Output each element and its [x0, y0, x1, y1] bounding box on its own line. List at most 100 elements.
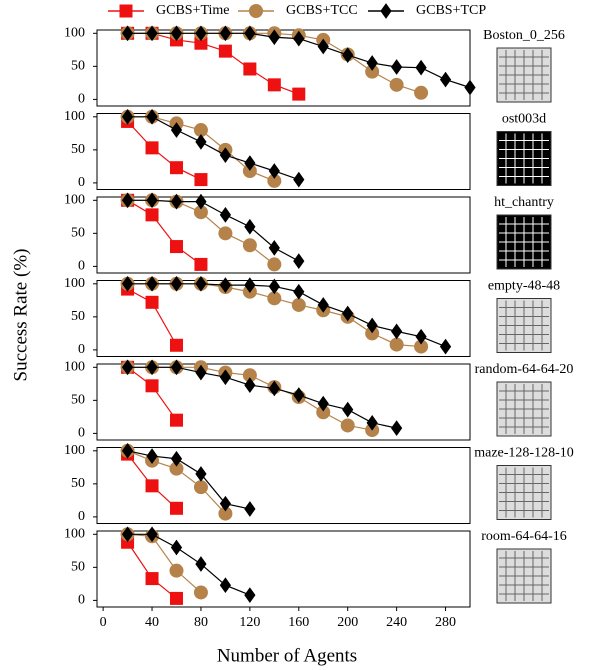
legend-label: GCBS+TCP [416, 3, 486, 18]
legend-label: GCBS+Time [156, 3, 230, 18]
panel-title: ht_chantry [494, 195, 554, 210]
marker [146, 209, 158, 221]
map-thumbnail [497, 549, 551, 603]
marker [269, 279, 279, 293]
marker [343, 403, 353, 417]
marker [120, 5, 132, 17]
map-thumbnail [497, 215, 551, 269]
series-line [128, 542, 177, 598]
marker [146, 573, 158, 585]
marker [392, 324, 402, 338]
marker [245, 220, 255, 234]
marker [170, 339, 182, 351]
marker [341, 419, 354, 432]
marker [196, 557, 206, 571]
marker [146, 142, 158, 154]
y-tick-label: 0 [78, 175, 85, 190]
marker [416, 61, 426, 75]
panel-title: room-64-64-16 [481, 529, 567, 544]
marker [292, 298, 305, 311]
y-tick-label: 50 [71, 142, 85, 157]
marker [294, 254, 304, 268]
marker [170, 564, 183, 577]
marker [268, 79, 280, 91]
y-tick-label: 0 [78, 342, 85, 357]
y-tick-label: 50 [71, 59, 85, 74]
y-tick-label: 0 [78, 259, 85, 274]
marker [268, 258, 281, 271]
marker [390, 338, 403, 351]
y-tick-label: 50 [71, 393, 85, 408]
chart: Number of Agents Success Rate (%) GCBS+T… [0, 0, 593, 670]
marker [219, 227, 232, 240]
x-axis-label: Number of Agents [217, 645, 357, 666]
x-tick-label: 120 [239, 615, 260, 630]
marker [441, 340, 451, 354]
marker [194, 586, 207, 599]
map-thumbnail [497, 48, 551, 102]
panel-title: maze-128-128-10 [474, 446, 574, 461]
y-tick-label: 0 [78, 593, 85, 608]
marker [243, 239, 256, 252]
x-tick-label: 40 [145, 615, 159, 630]
marker [269, 241, 279, 255]
marker [170, 241, 182, 253]
marker [146, 296, 158, 308]
marker [294, 285, 304, 299]
marker [171, 541, 181, 555]
marker [392, 421, 402, 435]
marker [441, 73, 451, 87]
marker [220, 578, 230, 592]
marker [245, 502, 255, 516]
legend-label: GCBS+TCC [286, 3, 358, 18]
y-tick-label: 0 [78, 426, 85, 441]
marker [294, 173, 304, 187]
x-tick-label: 160 [288, 615, 309, 630]
y-tick-label: 0 [78, 92, 85, 107]
marker [381, 4, 391, 18]
map-thumbnail [497, 382, 551, 436]
marker [390, 78, 403, 91]
panel-frame [97, 364, 470, 440]
marker [195, 258, 207, 270]
marker [146, 380, 158, 392]
marker [220, 208, 230, 222]
marker [392, 60, 402, 74]
y-tick-label: 50 [71, 476, 85, 491]
y-axis-label: Success Rate (%) [10, 249, 31, 382]
marker [170, 162, 182, 174]
x-tick-label: 200 [337, 615, 358, 630]
map-thumbnail [497, 466, 551, 520]
panel-title: empty-48-48 [488, 279, 560, 294]
map-thumbnail [497, 132, 551, 186]
y-tick-label: 100 [64, 26, 85, 41]
marker [415, 86, 428, 99]
y-tick-label: 0 [78, 509, 85, 524]
marker [244, 63, 256, 75]
y-tick-label: 100 [64, 276, 85, 291]
map-thumbnail [497, 299, 551, 353]
panel-title: random-64-64-20 [475, 362, 574, 377]
marker [170, 592, 182, 604]
series-line [128, 534, 250, 595]
marker [170, 502, 182, 514]
marker [196, 135, 206, 149]
x-tick-label: 280 [435, 615, 456, 630]
series-line [128, 200, 201, 264]
marker [170, 414, 182, 426]
y-tick-label: 100 [64, 443, 85, 458]
panel-frame [97, 281, 470, 357]
marker [465, 80, 475, 94]
y-tick-label: 100 [64, 527, 85, 542]
y-tick-label: 50 [71, 560, 85, 575]
y-tick-label: 50 [71, 226, 85, 241]
y-tick-label: 100 [64, 109, 85, 124]
x-tick-label: 80 [194, 615, 208, 630]
marker [245, 588, 255, 602]
y-tick-label: 100 [64, 360, 85, 375]
marker [146, 480, 158, 492]
panel-title: Boston_0_256 [483, 28, 565, 43]
y-tick-label: 100 [64, 193, 85, 208]
marker [195, 174, 207, 186]
series-line [128, 367, 177, 420]
